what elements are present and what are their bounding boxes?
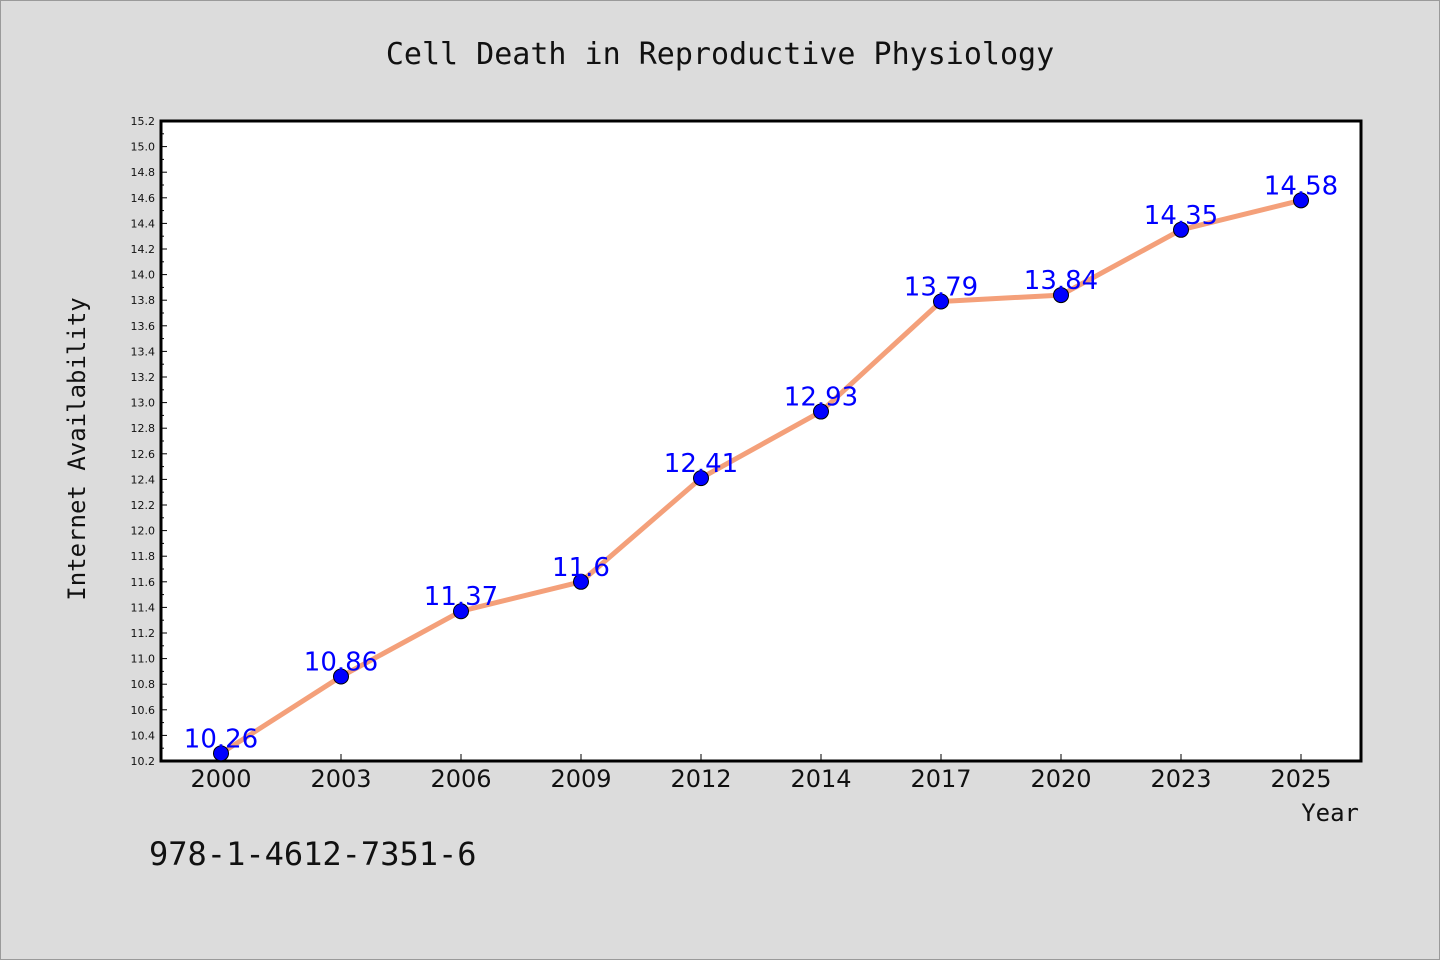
data-point [813,403,829,420]
data-label: 10.86 [304,648,378,678]
data-point [693,470,709,487]
y-tick-label: 13.4 [131,345,156,358]
x-tick-label: 2012 [670,765,731,793]
y-tick-label: 14.6 [131,192,156,205]
x-tick-label: 2020 [1030,765,1091,793]
data-point [1293,192,1309,209]
plot-area [159,119,1363,763]
data-label: 14.35 [1144,201,1218,231]
y-tick-label: 11.4 [131,601,156,614]
series-line [218,197,1304,756]
y-tick-label: 13.6 [131,320,156,333]
x-tick-label: 2000 [190,765,251,793]
data-label: 12.93 [784,383,858,413]
y-tick-label: 12.0 [131,525,156,538]
y-tick-label: 11.8 [131,550,156,563]
y-axis-label: Internet Availability [63,297,91,600]
y-tick-label: 13.8 [131,294,156,307]
data-labels: 10.26 10.86 11.37 11.6 12.41 12.93 13.79 13.84 1… [184,171,1338,754]
x-tick-label: 2006 [430,765,491,793]
y-tick-label: 10.2 [131,755,156,768]
data-point [213,745,229,762]
y-tick-label: 10.8 [131,678,156,691]
y-tick-label: 13.0 [131,397,156,410]
y-tick-label: 10.4 [131,729,156,742]
y-tick-label: 12.6 [131,448,156,461]
y-tick-label: 12.4 [131,473,156,486]
x-tick-label: 2014 [790,765,851,793]
data-label: 13.79 [904,272,978,302]
x-axis-label: Year [1301,799,1359,827]
y-tick-label: 14.0 [131,269,156,282]
data-label: 13.84 [1024,266,1098,296]
x-tick-label: 2003 [310,765,371,793]
y-tick-label: 15.0 [131,141,156,154]
data-label: 11.6 [552,553,610,583]
x-tick-label: 2009 [550,765,611,793]
data-point [1053,287,1069,304]
chart-title: Cell Death in Reproductive Physiology [386,37,1054,72]
data-point [1173,221,1189,238]
data-label: 11.37 [424,582,498,612]
x-tick-label: 2017 [910,765,971,793]
y-tick-label: 11.0 [131,653,156,666]
x-tick-label: 2025 [1270,765,1331,793]
x-axis: 2000 2003 2006 2009 2012 2014 2017 2020 2023 2025 [190,754,1332,793]
data-point [573,573,589,590]
y-tick-label: 13.2 [131,371,156,384]
x-tick-label: 2023 [1150,765,1211,793]
isbn-text: 978-1-4612-7351-6 [149,835,477,873]
data-label: 10.26 [184,724,258,754]
series [213,192,1309,762]
y-tick-label: 14.4 [131,217,156,230]
y-tick-label: 12.2 [131,499,156,512]
data-point [933,293,949,310]
data-point [453,603,469,620]
data-label: 12.41 [664,449,738,479]
y-tick-label: 11.2 [131,627,156,640]
y-tick-label: 11.6 [131,576,156,589]
y-tick-label: 12.8 [131,422,156,435]
y-tick-label: 15.2 [131,115,156,128]
data-label: 14.58 [1264,171,1338,201]
y-tick-label: 10.6 [131,704,156,717]
data-point [333,668,349,685]
y-axis: 10.2 10.4 10.6 10.8 11.0 11.2 11.4 11.6 11.8 12.0… [131,115,167,768]
y-tick-label: 14.2 [131,243,156,256]
y-tick-label: 14.8 [131,166,156,179]
